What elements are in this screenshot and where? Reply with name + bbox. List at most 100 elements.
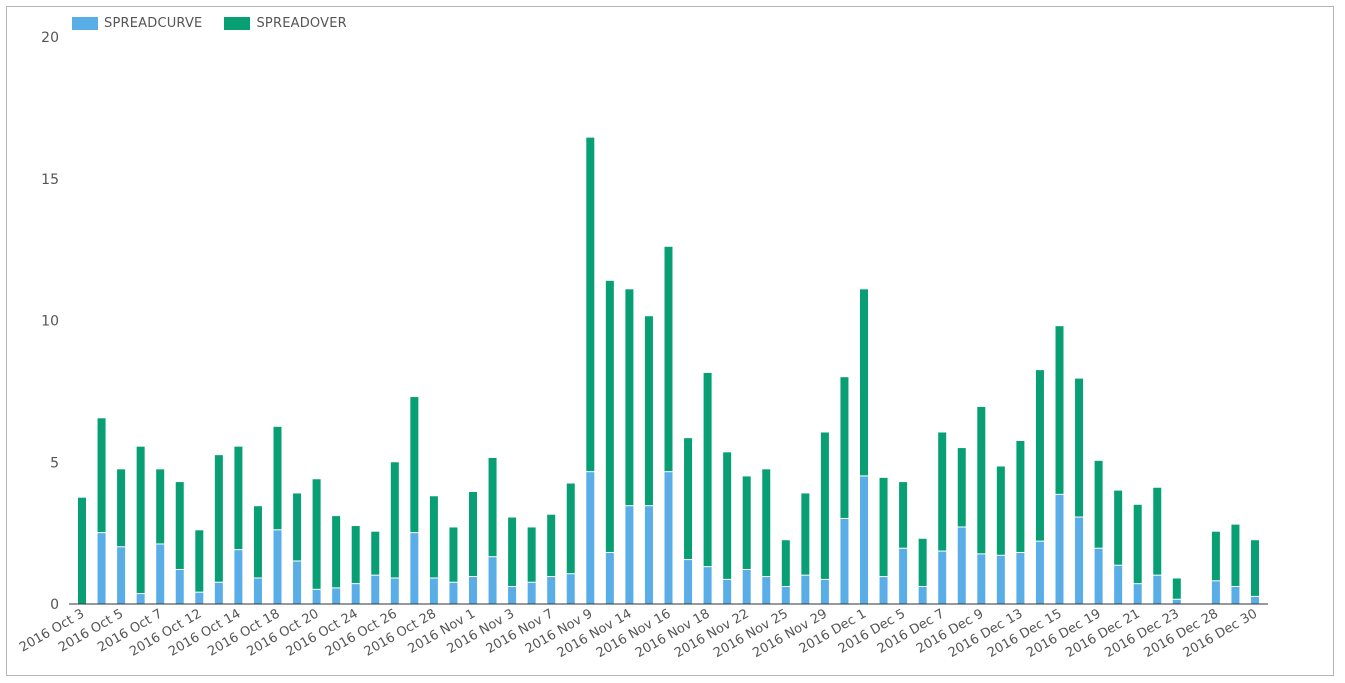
bar-spreadcurve [586, 472, 595, 604]
bar-spreadover [527, 527, 536, 582]
bar-spreadover [625, 289, 634, 506]
bar-spreadcurve [762, 577, 771, 604]
bar-spreadcurve [860, 476, 868, 604]
bar-spreadcurve [684, 560, 693, 604]
bar-spreadcurve [488, 557, 497, 604]
bar-spreadcurve [1075, 517, 1084, 604]
bar-spreadover [899, 482, 908, 548]
bar-spreadover [293, 493, 302, 561]
bar-spreadcurve [214, 582, 223, 604]
bar-spreadcurve [1094, 548, 1103, 604]
bar-spreadover [605, 280, 614, 552]
legend-item-spreadover[interactable]: SPREADOVER [224, 16, 347, 31]
bar-spreadover [156, 469, 165, 544]
bar-spreadover [234, 446, 243, 550]
bar-spreadcurve [918, 586, 927, 604]
bar-spreadcurve [840, 518, 849, 604]
bar-spreadcurve [1016, 552, 1025, 604]
bar-spreadcurve [273, 530, 282, 604]
bar-spreadcurve [136, 594, 145, 604]
bar-spreadover [1133, 504, 1142, 584]
bar-spreadover [1172, 578, 1181, 599]
bar-spreadover [136, 446, 145, 594]
bar-spreadcurve [996, 555, 1005, 604]
bar-spreadover [1094, 460, 1103, 548]
bar-spreadover [97, 418, 106, 533]
bar-spreadcurve [97, 533, 106, 604]
bar-spreadover [664, 246, 673, 472]
bar-spreadover [977, 406, 986, 554]
bar-spreadcurve [1231, 586, 1240, 604]
y-tick-label: 20 [41, 30, 59, 46]
bar-spreadcurve [1172, 599, 1181, 604]
bar-spreadcurve [1133, 584, 1142, 604]
bar-spreadover [332, 516, 341, 588]
bar-spreadover [1114, 490, 1123, 565]
bar-spreadover [762, 469, 771, 577]
bar-spreadcurve [371, 575, 380, 604]
bar-spreadcurve [527, 582, 536, 604]
bar-spreadcurve [410, 533, 419, 604]
bar-spreadcurve [156, 544, 165, 604]
bar-spreadcurve [293, 561, 302, 604]
bar-spreadcurve [820, 579, 829, 604]
bar-spreadover [801, 493, 810, 575]
bar-spreadcurve [175, 569, 184, 604]
y-tick-label: 5 [50, 455, 59, 471]
bar-spreadcurve [605, 552, 614, 604]
bar-spreadcurve [664, 472, 673, 604]
bar-spreadcurve [234, 550, 243, 604]
bar-spreadover [488, 457, 497, 557]
bar-spreadcurve [879, 577, 888, 604]
bar-spreadover [429, 496, 438, 578]
bar-spreadcurve [332, 588, 341, 604]
bar-spreadcurve [351, 584, 360, 604]
bar-spreadover [918, 538, 927, 586]
bar-spreadcurve [312, 589, 321, 604]
legend-swatch-spreadover [224, 17, 251, 30]
legend: SPREADCURVE SPREADOVER [72, 16, 369, 31]
bar-spreadover [644, 316, 653, 506]
bar-spreadover [703, 372, 712, 567]
bar-spreadover [938, 432, 947, 551]
bar-spreadcurve [801, 575, 810, 604]
bar-spreadover [1211, 531, 1220, 581]
bar-spreadover [390, 462, 399, 578]
legend-swatch-spreadcurve [72, 17, 98, 30]
y-tick-label: 15 [41, 172, 59, 188]
bar-spreadcurve [429, 578, 438, 604]
legend-item-spreadcurve[interactable]: SPREADCURVE [72, 16, 202, 31]
bar-spreadover [547, 514, 556, 577]
bar-spreadover [840, 377, 849, 518]
bar-spreadcurve [253, 578, 262, 604]
legend-label-spreadover: SPREADOVER [256, 16, 347, 31]
bar-spreadover [1153, 487, 1162, 575]
bar-spreadover [175, 482, 184, 569]
bar-spreadcurve [742, 569, 751, 604]
bar-spreadover [1035, 370, 1044, 541]
bar-spreadcurve [117, 547, 126, 604]
bar-spreadcurve [938, 551, 947, 604]
bar-spreadcurve [703, 567, 712, 604]
bar-spreadcurve [1114, 565, 1123, 604]
bar-spreadover [78, 497, 86, 604]
bar-spreadover [684, 438, 693, 560]
bar-spreadcurve [723, 579, 732, 604]
bar-spreadover [449, 527, 458, 582]
bar-spreadcurve [195, 592, 204, 604]
bar-spreadover [781, 540, 790, 586]
bar-spreadcurve [566, 574, 575, 604]
legend-label-spreadcurve: SPREADCURVE [104, 16, 203, 31]
bar-spreadcurve [508, 586, 517, 604]
bar-spreadover [996, 466, 1005, 555]
bar-spreadcurve [390, 578, 399, 604]
bar-spreadover [195, 530, 204, 592]
bar-spreadover [1231, 524, 1240, 586]
bar-spreadcurve [469, 577, 477, 604]
bar-spreadover [566, 483, 575, 574]
bar-spreadcurve [1035, 541, 1044, 604]
bar-spreadcurve [547, 577, 556, 604]
bar-spreadover [469, 492, 477, 577]
bar-spreadover [214, 455, 223, 582]
